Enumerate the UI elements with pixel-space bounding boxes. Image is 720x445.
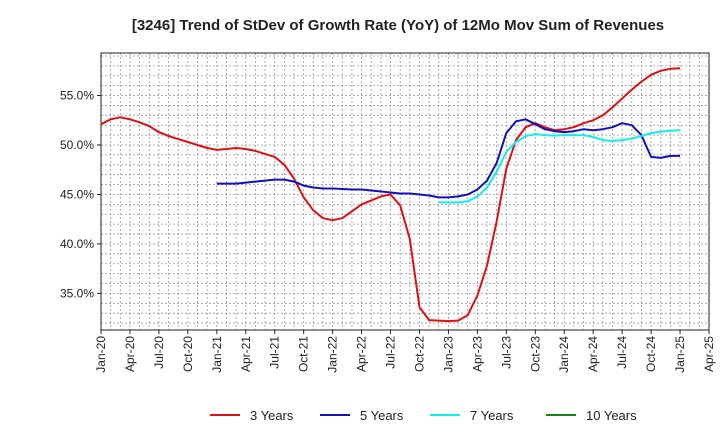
y-axis-ticks: 35.0% 40.0% 45.0% 50.0% 55.0% bbox=[60, 89, 101, 300]
x-tick-label: Jan-22 bbox=[326, 336, 340, 373]
legend-label-3-years: 3 Years bbox=[250, 408, 294, 423]
x-tick-label: Jul-23 bbox=[499, 336, 513, 369]
x-tick-label: Oct-24 bbox=[644, 336, 658, 372]
legend-label-7-years: 7 Years bbox=[470, 408, 514, 423]
plot-frame bbox=[100, 52, 710, 331]
series-line-3-years bbox=[100, 67, 681, 323]
x-tick-label: Oct-22 bbox=[412, 336, 426, 372]
x-tick-label: Jan-23 bbox=[441, 336, 455, 373]
series-lines bbox=[100, 67, 681, 323]
x-tick-label: Jul-22 bbox=[384, 336, 398, 369]
x-tick-label: Oct-21 bbox=[297, 336, 311, 372]
y-tick-label: 40.0% bbox=[60, 237, 94, 251]
legend-label-5-years: 5 Years bbox=[360, 408, 404, 423]
x-tick-label: Jul-24 bbox=[615, 336, 629, 369]
plot-area bbox=[101, 53, 709, 330]
series-line-5-years bbox=[216, 118, 680, 199]
grid bbox=[101, 53, 709, 330]
x-tick-label: Oct-23 bbox=[528, 336, 542, 372]
x-tick-label: Jul-21 bbox=[268, 336, 282, 369]
x-tick-label: Apr-25 bbox=[702, 336, 716, 372]
y-tick-label: 55.0% bbox=[60, 89, 94, 103]
x-tick-label: Apr-24 bbox=[586, 336, 600, 372]
x-tick-label: Jan-20 bbox=[94, 336, 108, 373]
y-tick-label: 50.0% bbox=[60, 138, 94, 152]
y-tick-label: 45.0% bbox=[60, 187, 94, 201]
x-tick-label: Jan-21 bbox=[210, 336, 224, 373]
x-tick-label: Apr-20 bbox=[123, 336, 137, 372]
legend: 3 Years 5 Years 7 Years 10 Years bbox=[210, 408, 637, 423]
chart-title: [3246] Trend of StDev of Growth Rate (Yo… bbox=[132, 17, 664, 34]
x-tick-label: Jan-25 bbox=[673, 336, 687, 373]
x-tick-label: Jul-20 bbox=[152, 336, 166, 369]
x-tick-label: Apr-22 bbox=[355, 336, 369, 372]
y-tick-label: 35.0% bbox=[60, 286, 94, 300]
x-tick-label: Oct-20 bbox=[181, 336, 195, 372]
legend-label-10-years: 10 Years bbox=[586, 408, 637, 423]
x-axis-ticks: Jan-20 Apr-20 Jul-20 Oct-20 Jan-21 Apr-21 Jul-… bbox=[94, 330, 716, 373]
x-tick-label: Jan-24 bbox=[557, 336, 571, 373]
x-tick-label: Apr-23 bbox=[470, 336, 484, 372]
x-tick-label: Apr-21 bbox=[239, 336, 253, 372]
series-line-7-years bbox=[438, 129, 681, 204]
